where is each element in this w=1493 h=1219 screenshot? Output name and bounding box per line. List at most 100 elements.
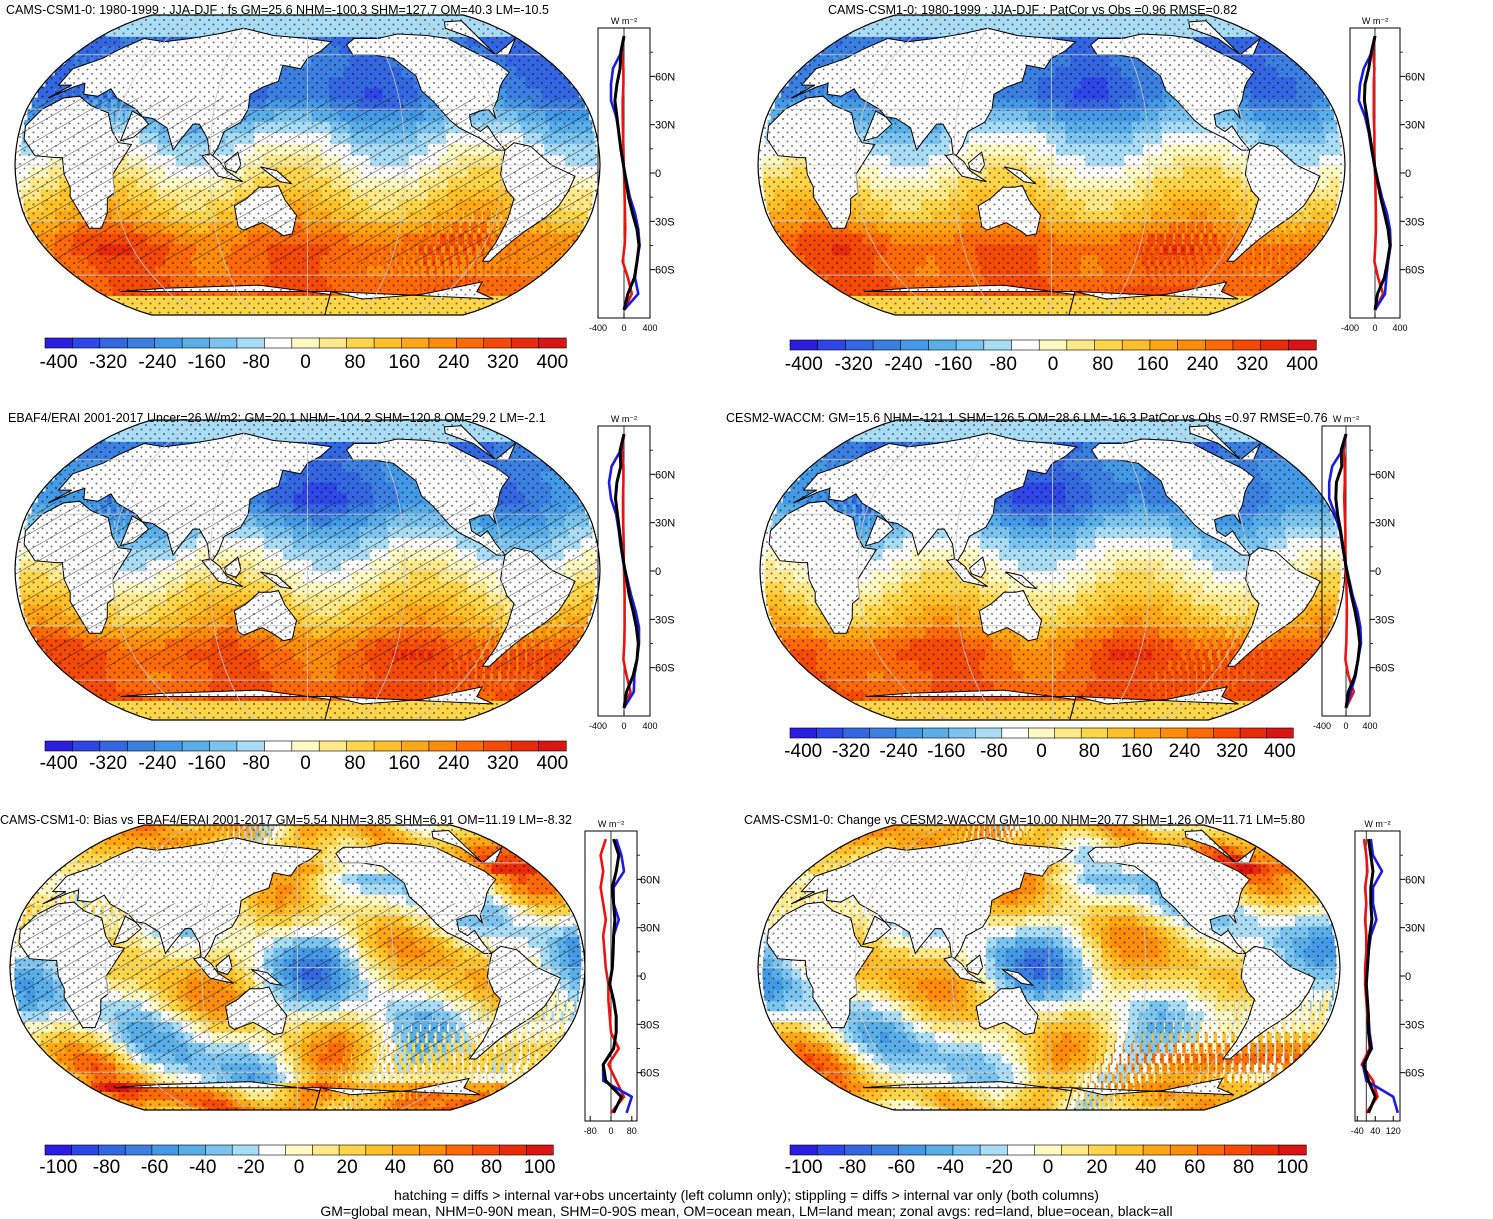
latitude-tick-label: 60S — [1405, 1068, 1425, 1080]
colorbar-swatch — [346, 337, 375, 349]
colorbar-swatch — [955, 339, 985, 351]
panel-change: CAMS-CSM1-0: Change vs CESM2-WACCM GM=10… — [740, 810, 1493, 1185]
colorbar-swatch — [928, 339, 957, 351]
colorbar-tick-label: -160 — [927, 741, 965, 762]
colorbar-swatch — [72, 337, 101, 349]
colorbar-tick-label: -60 — [141, 1157, 168, 1178]
colorbar-tick-label: -160 — [934, 354, 972, 375]
colorbar-swatch — [1061, 1144, 1090, 1156]
colorbar-swatch — [525, 1144, 554, 1156]
zonal-x-tick-label: -400 — [589, 323, 607, 333]
panel-ebaf-obs: EBAF4/ERAI 2001-2017 Uncer=26 W/m2: GM=2… — [0, 405, 740, 795]
colorbar-tick-label: -160 — [188, 352, 226, 373]
colorbar-swatch — [925, 1144, 954, 1156]
zonal-land-line — [599, 838, 626, 1114]
colorbar-swatch — [1169, 1144, 1199, 1156]
colorbar-swatch — [124, 1144, 153, 1156]
colorbar: -400 -320 -240 -160 -80 0 80 160 240 320 400 — [784, 727, 1296, 762]
latitude-tick-label: 60N — [1405, 71, 1425, 83]
colorbar-swatch — [178, 1144, 206, 1156]
panel-title: CESM2-WACCM: GM=15.6 NHM=-121.1 SHM=126.… — [726, 411, 1328, 425]
colorbar-swatch — [44, 1144, 73, 1156]
colorbar-swatch — [895, 727, 923, 739]
latitude-tick-label: 0 — [1375, 566, 1381, 578]
zonal-x-tick-label: 80 — [627, 1126, 637, 1136]
zonal-mean-plot: W m⁻² 60N 30N 0 30S 60S -400 0 400 — [589, 16, 675, 333]
colorbar-tick-label: 320 — [487, 352, 519, 373]
panel-bias: CAMS-CSM1-0: Bias vs EBAF4/ERAI 2001-201… — [0, 810, 740, 1185]
colorbar-swatch — [209, 337, 238, 349]
colorbar-tick-label: 80 — [1079, 741, 1100, 762]
colorbar-swatch — [1224, 1144, 1253, 1156]
colorbar-swatch — [869, 727, 897, 739]
zonal-x-tick-label: 400 — [642, 721, 657, 731]
colorbar-tick-label: -20 — [985, 1157, 1012, 1178]
colorbar-tick-label: -240 — [138, 753, 176, 774]
latitude-tick-label: 30N — [655, 518, 675, 530]
colorbar-tick-label: -20 — [237, 1157, 264, 1178]
zonal-mean-plot: W m⁻² 60N 30N 0 30S 60S -40 40 120 — [1351, 819, 1425, 1136]
zonal-all-line — [613, 35, 641, 311]
colorbar-swatch — [127, 740, 156, 752]
zonal-unit-label: W m⁻² — [611, 414, 637, 424]
colorbar-tick-label: 0 — [1048, 354, 1059, 375]
map-field — [10, 825, 585, 1110]
zonal-mean-plot: W m⁻² 60N 30N 0 30S 60S -400 0 400 — [1341, 16, 1425, 333]
colorbar-tick-label: -100 — [785, 1157, 823, 1178]
colorbar-tick-label: 320 — [1216, 741, 1248, 762]
colorbar-tick-label: 80 — [1092, 354, 1113, 375]
panel-title: CAMS-CSM1-0: Change vs CESM2-WACCM GM=10… — [744, 813, 1305, 827]
colorbar-swatch — [1142, 1144, 1171, 1156]
colorbar-tick-label: 60 — [1184, 1157, 1205, 1178]
zonal-x-tick-label: -400 — [589, 721, 607, 731]
zonal-x-tick-label: -400 — [1341, 323, 1359, 333]
zonal-all-line — [601, 838, 623, 1114]
zonal-mean-plot: W m⁻² 60N 30N 0 30S 60S -400 0 400 — [1313, 414, 1395, 731]
colorbar-swatch — [538, 337, 567, 349]
map-outline — [14, 419, 601, 721]
colorbar-tick-label: -400 — [784, 741, 822, 762]
panel-patcor-cams: CAMS-CSM1-0: 1980-1999 : JJA-DJF : PatCo… — [745, 0, 1493, 395]
zonal-x-tick-label: 0 — [621, 721, 626, 731]
colorbar: -100 -80 -60 -40 -20 0 20 40 60 80 100 — [785, 1144, 1308, 1178]
colorbar-swatch — [952, 1144, 981, 1156]
latitude-tick-label: 30N — [1405, 120, 1425, 132]
colorbar-swatch — [99, 740, 128, 752]
colorbar-tick-label: -240 — [138, 352, 176, 373]
colorbar-tick-label: 240 — [1169, 741, 1201, 762]
colorbar-swatch — [816, 727, 844, 739]
colorbar-swatch — [236, 740, 265, 752]
latitude-tick-label: 0 — [1405, 971, 1411, 983]
latitude-tick-label: 30S — [1405, 1019, 1425, 1031]
colorbar-tick-label: 240 — [438, 753, 470, 774]
colorbar-tick-label: 400 — [1264, 741, 1296, 762]
colorbar-tick-label: 60 — [433, 1157, 454, 1178]
panel-title: CAMS-CSM1-0: Bias vs EBAF4/ERAI 2001-201… — [0, 813, 572, 827]
latitude-tick-label: 60N — [1375, 469, 1395, 481]
colorbar-tick-label: 0 — [1036, 741, 1047, 762]
latitude-tick-label: 60S — [655, 265, 675, 277]
colorbar-swatch — [1094, 339, 1123, 351]
colorbar-swatch — [789, 727, 818, 739]
footer-line-1: hatching = diffs > internal var+obs unce… — [394, 1187, 1099, 1203]
colorbar-tick-label: 320 — [1236, 354, 1268, 375]
colorbar-swatch — [1011, 339, 1040, 351]
zonal-x-tick-label: 0 — [1343, 721, 1348, 731]
colorbar-tick-label: -320 — [89, 753, 127, 774]
colorbar-tick-label: 400 — [536, 753, 568, 774]
colorbar-swatch — [983, 339, 1013, 351]
colorbar-swatch — [1034, 1144, 1063, 1156]
colorbar-swatch — [510, 740, 540, 752]
colorbar-tick-label: 240 — [438, 352, 470, 373]
zonal-mean-plot: W m⁻² 60N 30N 0 30S 60S -400 0 400 — [589, 414, 675, 731]
zonal-unit-label: W m⁻² — [1333, 414, 1359, 424]
colorbar-swatch — [1006, 1144, 1036, 1156]
latitude-tick-label: 30N — [640, 923, 660, 935]
colorbar-swatch — [483, 740, 512, 752]
colorbar-swatch — [44, 337, 74, 349]
colorbar-swatch — [392, 1144, 420, 1156]
latitude-tick-label: 0 — [655, 566, 661, 578]
colorbar-tick-label: 240 — [1187, 354, 1219, 375]
map-outline — [757, 14, 1346, 316]
latitude-tick-label: 0 — [1405, 168, 1411, 180]
